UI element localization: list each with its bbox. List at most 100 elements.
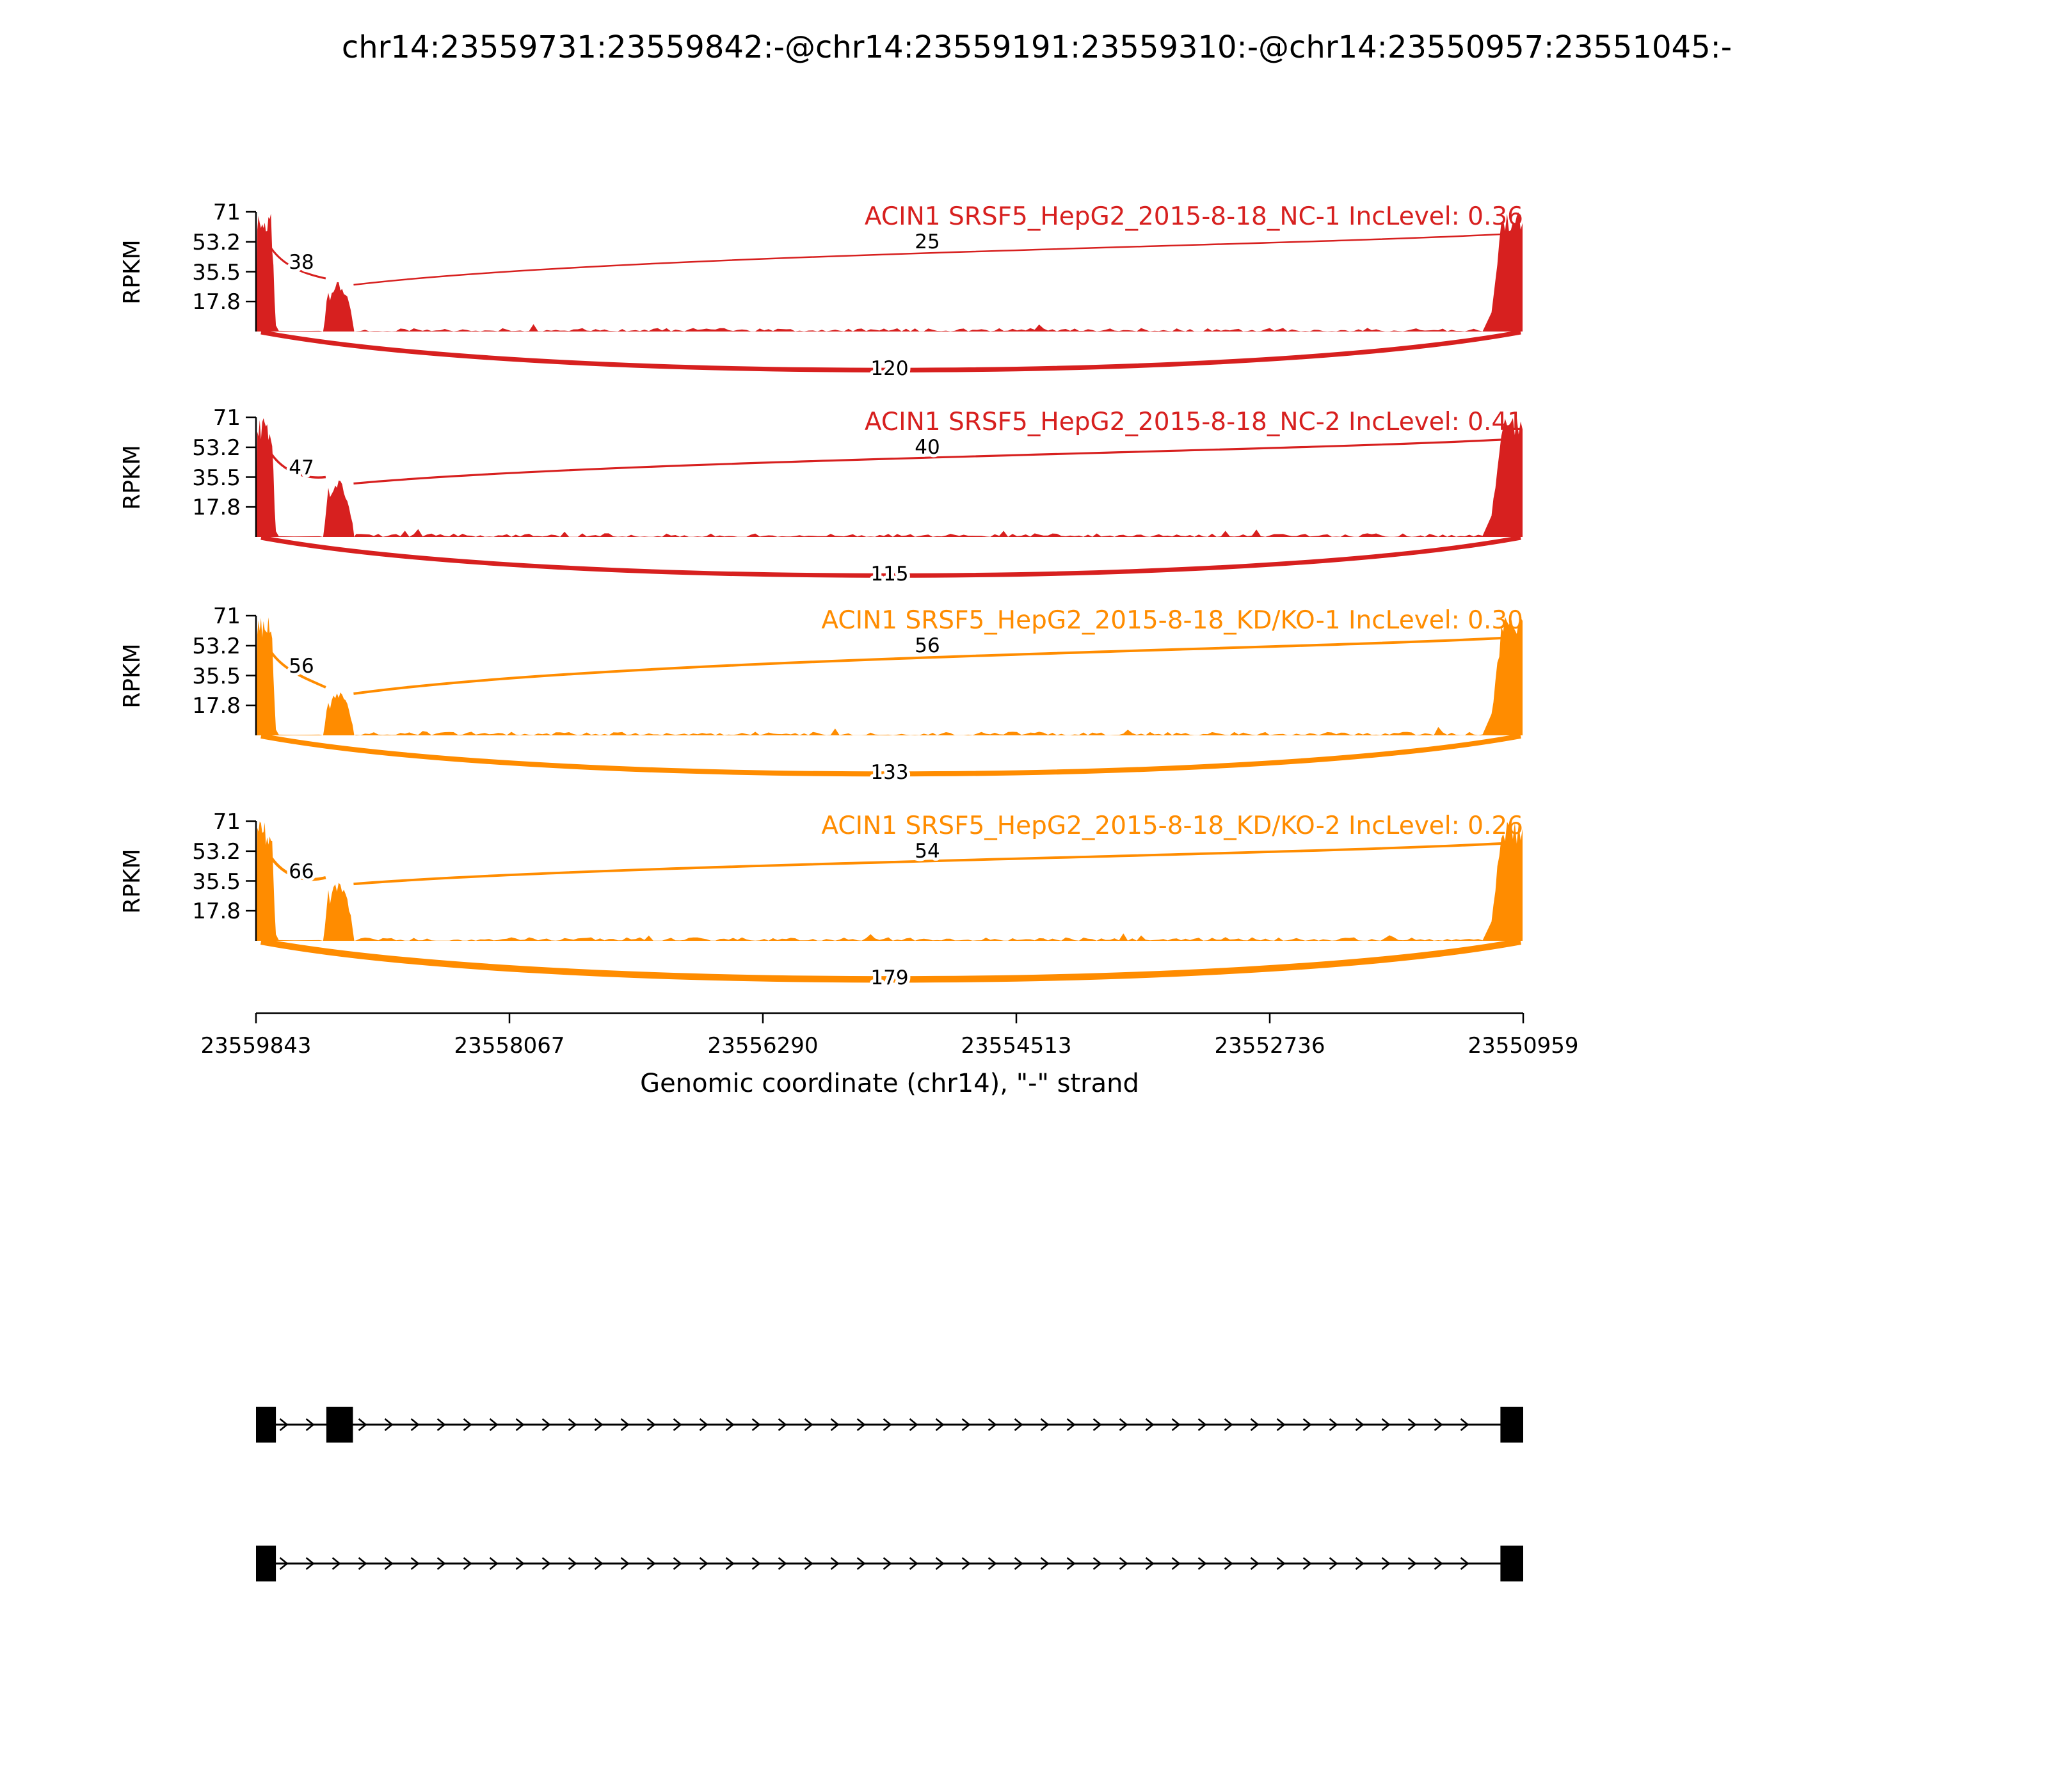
junction-arc-exon2-exon3 — [353, 233, 1502, 286]
strand-direction-arrow-icon — [279, 1418, 289, 1432]
x-axis: 23559843 23558067 23556290 23554513 23552736… — [200, 1012, 1579, 1098]
junction-count-exon2-exon3: 54 — [915, 840, 940, 863]
y-axis-title: RPKM — [119, 239, 145, 304]
y-tick-label: 17.8 — [192, 899, 241, 924]
strand-direction-arrow-icon — [305, 1418, 315, 1432]
strand-direction-arrow-icon — [1329, 1556, 1338, 1571]
strand-direction-arrow-icon — [1145, 1418, 1155, 1432]
exon-rect — [256, 1407, 276, 1443]
strand-direction-arrow-icon — [515, 1418, 525, 1432]
x-tick-label: 23558067 — [454, 1033, 564, 1059]
strand-direction-arrow-icon — [1224, 1418, 1233, 1432]
strand-direction-arrow-icon — [778, 1418, 787, 1432]
strand-direction-arrow-icon — [1197, 1418, 1207, 1432]
strand-direction-arrow-icon — [1276, 1418, 1286, 1432]
exon-rect — [1500, 1407, 1523, 1443]
y-tick-label: 53.2 — [192, 230, 241, 255]
strand-direction-arrow-icon — [410, 1556, 420, 1571]
y-axis-title: RPKM — [119, 849, 145, 913]
strand-direction-arrow-icon — [1329, 1418, 1338, 1432]
strand-direction-arrow-icon — [620, 1418, 630, 1432]
strand-direction-arrow-icon — [673, 1556, 682, 1571]
y-tick-label: 35.5 — [192, 869, 241, 895]
y-tick-label: 71 — [213, 405, 241, 431]
strand-direction-arrow-icon — [1250, 1418, 1260, 1432]
exon-rect — [326, 1407, 353, 1443]
strand-direction-arrow-icon — [1119, 1418, 1128, 1432]
strand-direction-arrow-icon — [856, 1556, 866, 1571]
y-tick-label: 35.5 — [192, 465, 241, 491]
strand-direction-arrow-icon — [1355, 1556, 1364, 1571]
junction-arc-exon1-exon2 — [270, 452, 326, 479]
strand-direction-arrow-icon — [1407, 1418, 1417, 1432]
strand-direction-arrow-icon — [830, 1556, 840, 1571]
strand-direction-arrow-icon — [1066, 1418, 1076, 1432]
strand-direction-arrow-icon — [673, 1418, 682, 1432]
y-tick-label: 35.5 — [192, 664, 241, 689]
exon-rect — [256, 1546, 276, 1581]
strand-direction-arrow-icon — [1040, 1556, 1050, 1571]
strand-direction-arrow-icon — [725, 1418, 735, 1432]
strand-direction-arrow-icon — [1224, 1556, 1233, 1571]
exon-rect — [1500, 1546, 1523, 1581]
strand-direction-arrow-icon — [594, 1556, 604, 1571]
strand-direction-arrow-icon — [1302, 1418, 1312, 1432]
strand-direction-arrow-icon — [988, 1556, 997, 1571]
junction-count-exon1-exon3: 133 — [870, 761, 908, 784]
strand-direction-arrow-icon — [646, 1418, 656, 1432]
track-label: ACIN1 SRSF5_HepG2_2015-8-18_NC-1 IncLeve… — [865, 202, 1523, 231]
strand-direction-arrow-icon — [1119, 1556, 1128, 1571]
track-label: ACIN1 SRSF5_HepG2_2015-8-18_NC-2 IncLeve… — [865, 408, 1523, 436]
junction-count-exon1-exon2: 47 — [289, 456, 314, 479]
y-axis-title: RPKM — [119, 445, 145, 509]
strand-direction-arrow-icon — [751, 1556, 761, 1571]
y-tick-label: 17.8 — [192, 289, 241, 315]
sample-track-2: 47 40 115 71 53.2 35.5 17.8 RPKM ACIN1 SRSF5_Hep… — [119, 405, 1523, 589]
junction-arc-exon1-exon2 — [269, 856, 326, 881]
y-tick-label: 53.2 — [192, 839, 241, 865]
junction-count-exon1-exon2: 56 — [289, 655, 314, 678]
strand-direction-arrow-icon — [1355, 1418, 1364, 1432]
sample-track-3: 56 56 133 71 53.2 35.5 17.8 RPKM ACIN1 SRSF5_Hep… — [119, 604, 1523, 787]
junction-arc-exon1-exon3 — [260, 330, 1521, 372]
x-axis-title: Genomic coordinate (chr14), "-" strand — [640, 1069, 1139, 1098]
strand-direction-arrow-icon — [463, 1418, 472, 1432]
strand-direction-arrow-icon — [515, 1556, 525, 1571]
strand-direction-arrow-icon — [909, 1556, 918, 1571]
strand-direction-arrow-icon — [463, 1556, 472, 1571]
strand-direction-arrow-icon — [1460, 1418, 1469, 1432]
strand-direction-arrow-icon — [358, 1556, 367, 1571]
junction-arc-exon2-exon3 — [353, 637, 1502, 695]
strand-direction-arrow-icon — [568, 1556, 577, 1571]
strand-direction-arrow-icon — [384, 1418, 394, 1432]
y-tick-label: 17.8 — [192, 693, 241, 719]
plot-title: chr14:23559731:23559842:-@chr14:23559191… — [342, 29, 1732, 65]
strand-direction-arrow-icon — [410, 1418, 420, 1432]
x-tick-label: 23550959 — [1468, 1033, 1578, 1059]
strand-direction-arrow-icon — [305, 1556, 315, 1571]
strand-direction-arrow-icon — [1407, 1556, 1417, 1571]
strand-direction-arrow-icon — [804, 1418, 813, 1432]
strand-direction-arrow-icon — [751, 1418, 761, 1432]
strand-direction-arrow-icon — [1092, 1418, 1102, 1432]
junction-count-exon2-exon3: 25 — [915, 230, 940, 253]
strand-direction-arrow-icon — [1434, 1418, 1443, 1432]
strand-direction-arrow-icon — [1276, 1556, 1286, 1571]
junction-arc-exon2-exon3 — [353, 438, 1502, 485]
strand-direction-arrow-icon — [1092, 1556, 1102, 1571]
junction-count-exon1-exon3: 115 — [870, 563, 908, 586]
strand-direction-arrow-icon — [541, 1556, 551, 1571]
y-tick-label: 71 — [213, 809, 241, 835]
y-tick-label: 53.2 — [192, 435, 241, 461]
isoform-track-inclusion — [256, 1407, 1523, 1443]
strand-direction-arrow-icon — [725, 1556, 735, 1571]
strand-direction-arrow-icon — [1040, 1418, 1050, 1432]
strand-direction-arrow-icon — [699, 1556, 708, 1571]
y-tick-label: 53.2 — [192, 634, 241, 659]
junction-arc-exon2-exon3 — [353, 842, 1502, 886]
junction-count-exon1-exon2: 66 — [289, 860, 314, 883]
junction-count-exon1-exon2: 38 — [289, 251, 314, 274]
strand-direction-arrow-icon — [332, 1556, 341, 1571]
strand-direction-arrow-icon — [541, 1418, 551, 1432]
y-tick-label: 35.5 — [192, 260, 241, 285]
